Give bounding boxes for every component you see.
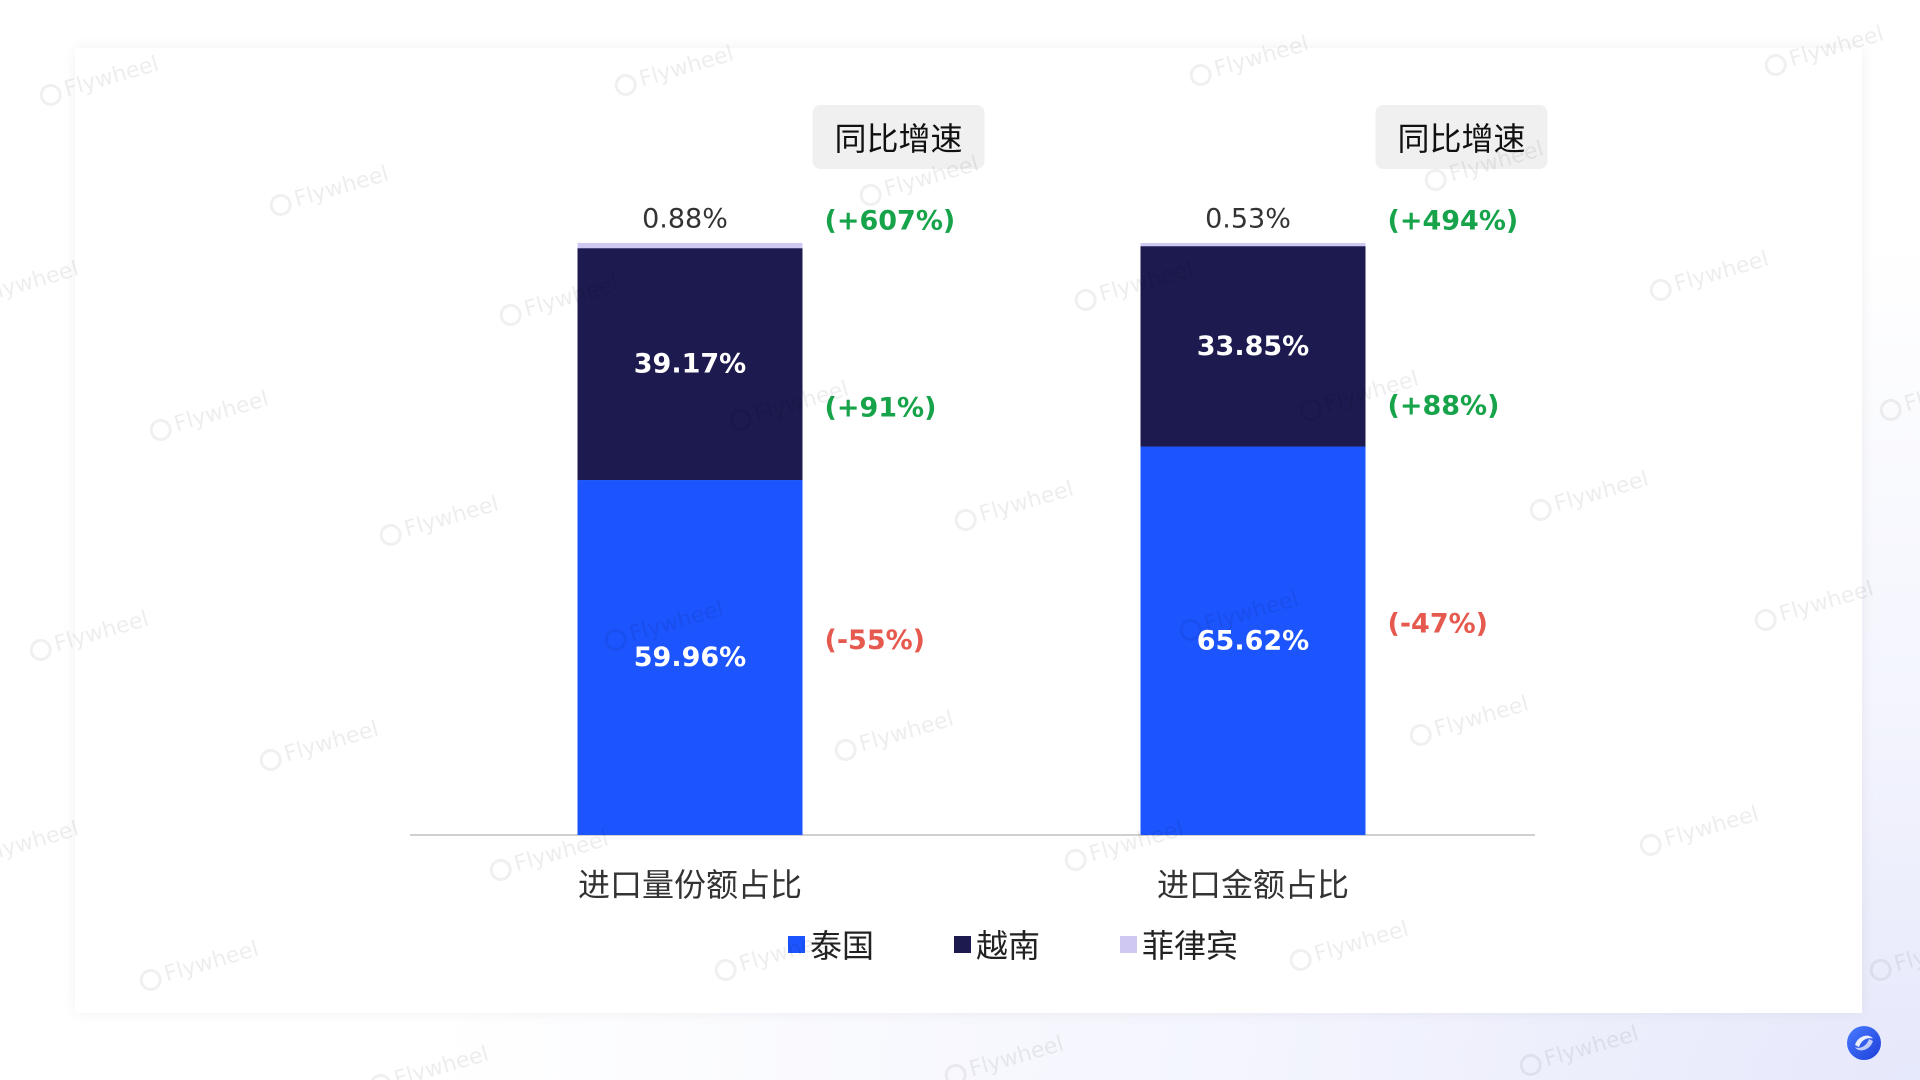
legend-swatch-泰国	[788, 936, 805, 953]
category-label: 进口量份额占比	[578, 866, 802, 904]
bar-segment-泰国-0	[577, 480, 803, 835]
growth-header-label: 同比增速	[834, 120, 962, 158]
bar-segment-菲律宾-1	[1140, 243, 1366, 247]
bar-segment-泰国-1	[1140, 446, 1366, 835]
value-label: 65.62%	[1197, 625, 1309, 656]
value-label: 33.85%	[1197, 331, 1309, 362]
growth-label: (+91%)	[825, 393, 937, 424]
growth-label: (-55%)	[825, 625, 926, 656]
flywheel-logo-icon	[1847, 1026, 1881, 1060]
bar-segment-菲律宾-0	[577, 242, 803, 249]
category-label: 进口金额占比	[1157, 866, 1349, 904]
value-label: 39.17%	[634, 349, 746, 380]
growth-label: (+88%)	[1388, 391, 1500, 422]
value-label: 0.88%	[642, 203, 728, 234]
legend-label: 泰国	[810, 927, 874, 965]
legend-label: 菲律宾	[1142, 927, 1238, 965]
growth-label: (+494%)	[1388, 206, 1519, 237]
growth-label: (-47%)	[1388, 608, 1489, 639]
growth-header-badge	[812, 105, 985, 169]
chart-card	[75, 48, 1862, 1013]
value-label: 59.96%	[634, 642, 746, 673]
growth-header-badge	[1375, 105, 1548, 169]
bar-segment-越南-0	[577, 248, 803, 481]
legend-swatch-菲律宾	[1120, 936, 1137, 953]
legend-swatch-越南	[954, 936, 971, 953]
bar-segment-越南-1	[1140, 246, 1366, 447]
legend-label: 越南	[976, 927, 1040, 965]
growth-header-label: 同比增速	[1397, 120, 1525, 158]
value-label: 0.53%	[1205, 204, 1291, 235]
growth-label: (+607%)	[825, 205, 956, 236]
